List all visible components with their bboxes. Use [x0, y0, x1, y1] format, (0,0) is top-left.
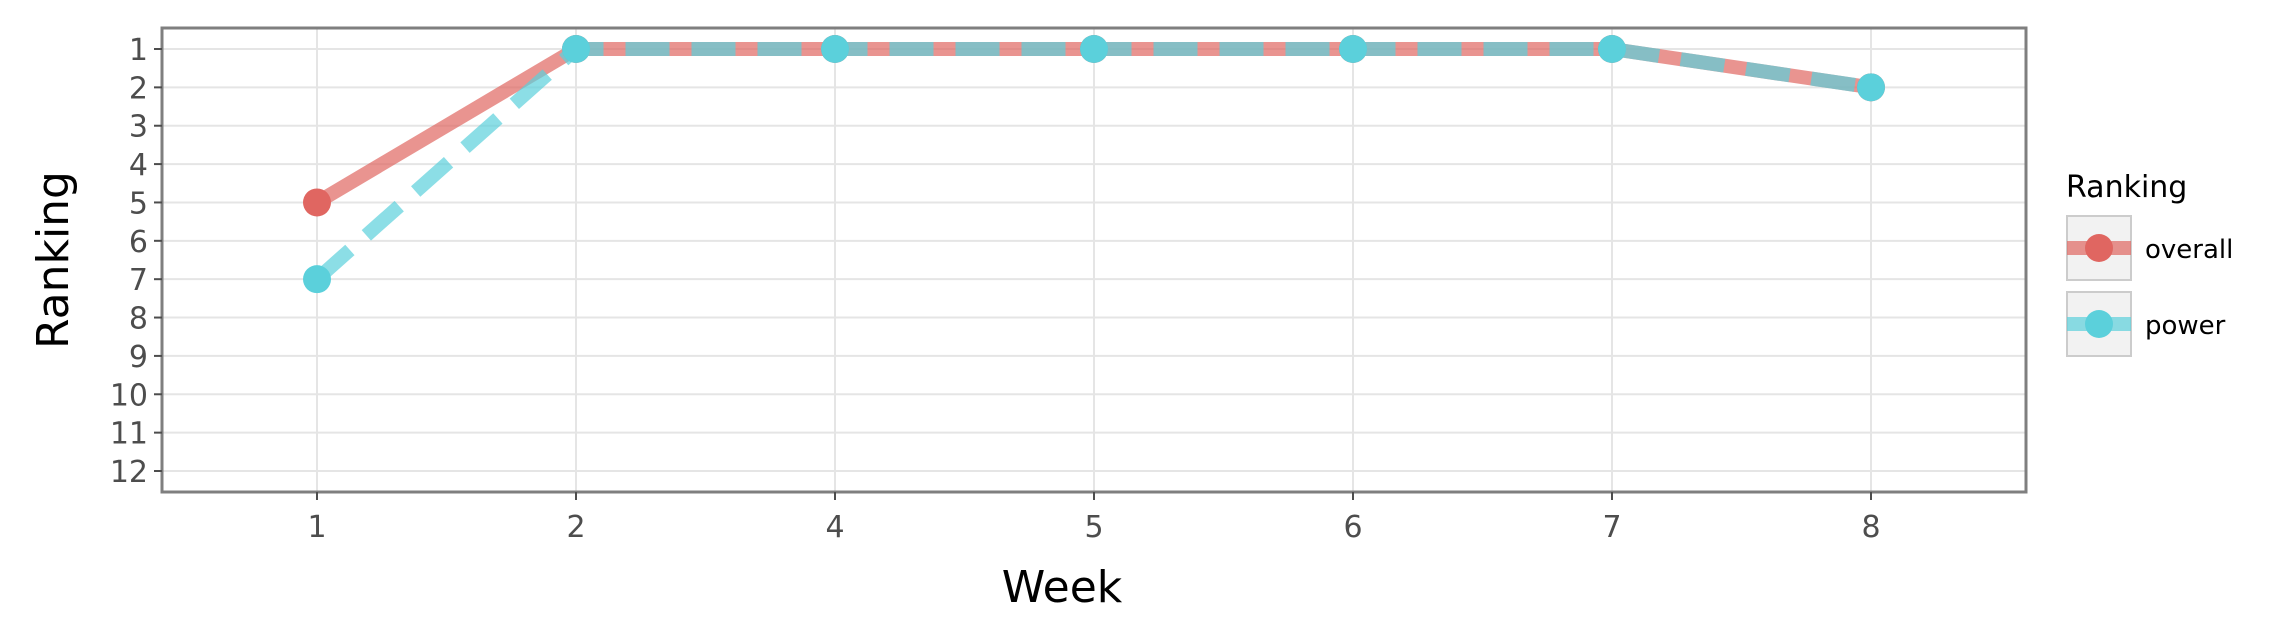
x-tick-label: 4: [825, 510, 844, 545]
y-tick-label: 5: [129, 186, 148, 221]
y-tick-label: 7: [129, 263, 148, 298]
data-point-power: [1598, 35, 1626, 63]
data-point-power: [1339, 35, 1367, 63]
x-tick-label: 6: [1343, 510, 1362, 545]
legend: Ranking overall power: [2066, 170, 2233, 357]
legend-key-power: power: [2066, 291, 2226, 357]
y-tick-label: 1: [129, 33, 148, 68]
y-tick-label: 9: [129, 340, 148, 375]
y-tick-label: 4: [129, 148, 148, 183]
x-tick-label: 7: [1602, 510, 1621, 545]
y-tick-label: 6: [129, 225, 148, 260]
series-layer: [303, 35, 1885, 294]
y-tick-label: 2: [129, 71, 148, 106]
legend-title: Ranking: [2066, 170, 2187, 205]
x-tick-labels: 1 2 4 5 6 7 8: [307, 492, 1881, 545]
data-point-power: [821, 35, 849, 63]
x-tick-label: 2: [566, 510, 585, 545]
data-point-power: [562, 35, 590, 63]
data-point-power: [303, 265, 331, 294]
x-tick-label: 8: [1861, 510, 1880, 545]
x-axis-title: Week: [1002, 562, 1123, 613]
x-tick-label: 1: [307, 510, 326, 545]
data-point-power: [1080, 35, 1108, 63]
y-tick-label: 11: [110, 417, 148, 452]
series-power: [303, 35, 1885, 294]
x-tick-label: 5: [1084, 510, 1103, 545]
legend-label: power: [2145, 311, 2226, 341]
legend-key-point: [2085, 234, 2113, 262]
y-tick-label: 10: [110, 378, 148, 413]
legend-key-overall: overall: [2066, 215, 2233, 281]
y-axis-title: Ranking: [28, 171, 79, 349]
y-tick-label: 3: [129, 110, 148, 145]
legend-keys: overall power: [2066, 215, 2233, 357]
legend-label: overall: [2145, 235, 2233, 265]
data-point-overall: [303, 188, 331, 217]
data-point-power: [1857, 73, 1885, 102]
y-tick-label: 8: [129, 302, 148, 337]
grid-layer: [162, 28, 2026, 492]
y-tick-label: 12: [110, 455, 148, 490]
legend-key-point: [2085, 310, 2113, 338]
